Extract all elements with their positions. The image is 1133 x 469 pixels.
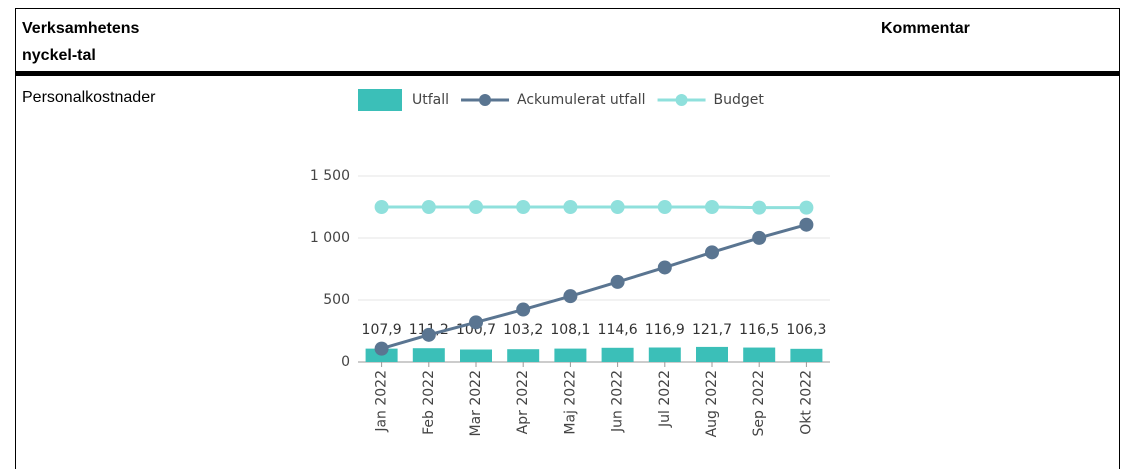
table: Verksamhetens nyckel-tal Kommentar Perso… (15, 8, 1120, 469)
point (516, 200, 531, 214)
y-tick-label: 0 (341, 354, 350, 370)
data-label: 103,2 (503, 322, 543, 338)
legend-swatch (358, 89, 402, 111)
y-tick-label: 500 (323, 292, 350, 308)
point (469, 200, 483, 214)
line (381, 223, 807, 351)
point (705, 245, 719, 260)
bar (743, 347, 776, 362)
point (469, 315, 483, 330)
point (705, 200, 719, 214)
x-tick-label: Sep 2022 (751, 370, 767, 436)
data-label: 121,7 (692, 322, 732, 338)
x-tick-label: Maj 2022 (562, 370, 578, 435)
chart: 0 500 1 000 1 500 Jan 2022 Feb 2022 Mar 2022 Ap… (310, 89, 830, 437)
legend-swatch (675, 94, 688, 106)
point (563, 289, 578, 304)
legend-label: Utfall (412, 92, 449, 108)
bar (696, 346, 728, 362)
point (374, 200, 389, 214)
point (421, 327, 436, 342)
bar (412, 348, 445, 362)
point (563, 200, 578, 214)
x-tick-label: Aug 2022 (704, 370, 720, 437)
x-tick-label: Mar 2022 (468, 370, 484, 437)
y-tick-label: 1 000 (310, 230, 350, 246)
point (799, 200, 814, 215)
point (799, 217, 814, 232)
point (752, 230, 767, 245)
point (657, 200, 672, 214)
point (516, 302, 531, 317)
x-tick-label: Apr 2022 (515, 370, 531, 434)
x-tick-label: Okt 2022 (798, 370, 814, 435)
bar (648, 347, 681, 362)
data-label: 116,5 (739, 322, 779, 338)
point (752, 200, 767, 215)
data-label: 108,1 (550, 322, 590, 338)
legend-label: Budget (714, 92, 765, 108)
point (657, 260, 672, 275)
data-label: 106,3 (786, 322, 826, 338)
y-tick-label: 1 500 (310, 168, 350, 184)
header-cell: Verksamhetens nyckel-tal (22, 20, 140, 64)
data-label: 114,6 (598, 322, 638, 338)
point (374, 341, 389, 356)
point (421, 200, 436, 214)
x-tick-label: Feb 2022 (421, 370, 437, 435)
document: Verksamhetens nyckel-tal Kommentar Perso… (15, 8, 1120, 469)
point (610, 200, 625, 214)
bar (460, 349, 492, 362)
x-tick-label: Jul 2022 (657, 370, 673, 428)
line (381, 205, 807, 210)
bar (601, 347, 634, 362)
legend-swatch (479, 94, 492, 106)
data-label: 116,9 (645, 322, 685, 338)
header-row: Verksamhetens nyckel-tal Kommentar (16, 9, 1119, 76)
x-tick-label: Jan 2022 (374, 370, 390, 433)
row-label: Personalkostnader (22, 89, 156, 106)
bar (790, 348, 823, 362)
x-tick-label: Jun 2022 (610, 370, 626, 433)
data-label: 107,9 (362, 322, 402, 338)
legend-label: Ackumulerat utfall (517, 92, 646, 108)
point (610, 274, 625, 289)
bar (507, 349, 540, 362)
bar (554, 348, 587, 362)
header-cell: Kommentar (881, 20, 970, 37)
